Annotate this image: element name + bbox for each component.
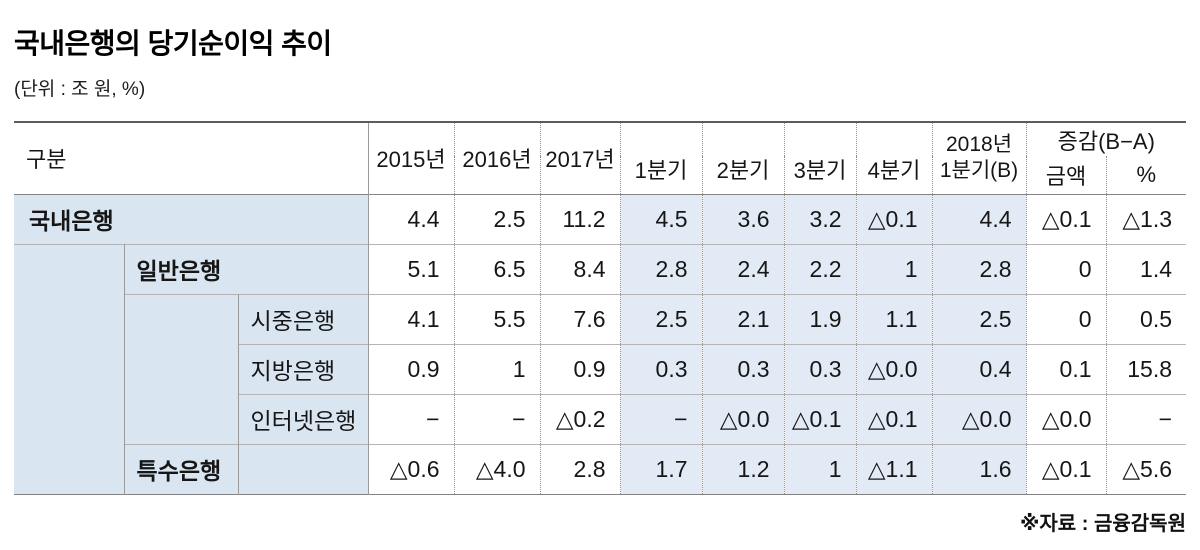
cell: 0 <box>1025 243 1107 294</box>
cell: 4.4 <box>931 193 1027 244</box>
year-2018-q1-header: 2018년 1분기(B) <box>931 122 1027 194</box>
year-2018-line2: 1분기(B) <box>939 159 1019 183</box>
indent-cell <box>238 443 369 494</box>
cell: 0.3 <box>783 343 857 394</box>
change-group-header: 증감(B−A) <box>1025 122 1187 156</box>
cell: 0.9 <box>539 343 621 394</box>
cell: 11.2 <box>539 193 621 244</box>
cell: 0.3 <box>701 343 785 394</box>
cell: − <box>453 393 541 444</box>
cell: 8.4 <box>539 243 621 294</box>
year-2015-header: 2015년 <box>367 122 455 194</box>
indent-cell <box>14 243 125 494</box>
header-row-2: 금액 % <box>14 156 1187 194</box>
cell: △0.0 <box>701 393 785 444</box>
cell: △5.6 <box>1105 443 1187 494</box>
row-label: 국내은행 <box>14 193 369 244</box>
cell: − <box>367 393 455 444</box>
cell: △0.0 <box>855 343 933 394</box>
cell: 1.6 <box>931 443 1027 494</box>
cell: 1 <box>783 443 857 494</box>
change-amount-header: 금액 <box>1025 156 1107 194</box>
cell: 1.1 <box>855 293 933 344</box>
cell: 5.1 <box>367 243 455 294</box>
cell: △0.1 <box>783 393 857 444</box>
cell: 2.1 <box>701 293 785 344</box>
cell: 15.8 <box>1105 343 1187 394</box>
cell: 0.9 <box>367 343 455 394</box>
cell: 2.8 <box>539 443 621 494</box>
cell: 2.5 <box>619 293 703 344</box>
cell: 5.5 <box>453 293 541 344</box>
cell: 2.5 <box>453 193 541 244</box>
year-2016-header: 2016년 <box>453 122 541 194</box>
cell: 7.6 <box>539 293 621 344</box>
cell: − <box>1105 393 1187 444</box>
cell: △1.3 <box>1105 193 1187 244</box>
cell: 4.1 <box>367 293 455 344</box>
cell: △4.0 <box>453 443 541 494</box>
cell: 6.5 <box>453 243 541 294</box>
row-label: 특수은행 <box>124 443 239 494</box>
cell: △0.2 <box>539 393 621 444</box>
cell: 2.2 <box>783 243 857 294</box>
cell: 3.2 <box>783 193 857 244</box>
table-row: 인터넷은행 − − △0.2 − △0.0 △0.1 △0.1 △0.0 △0.… <box>14 393 1187 444</box>
cell: 3.6 <box>701 193 785 244</box>
cell: 2.8 <box>931 243 1027 294</box>
unit-note: (단위 : 조 원, %) <box>14 79 146 100</box>
row-label: 시중은행 <box>238 293 369 344</box>
source-note: ※자료 : 금융감독원 <box>1019 512 1186 535</box>
cell: △0.1 <box>855 193 933 244</box>
table-row: 국내은행 4.4 2.5 11.2 4.5 3.6 3.2 △0.1 4.4 △… <box>14 193 1187 244</box>
cell: 4.5 <box>619 193 703 244</box>
table-row: 시중은행 4.1 5.5 7.6 2.5 2.1 1.9 1.1 2.5 0 0… <box>14 293 1187 444</box>
cell: △0.0 <box>931 393 1027 444</box>
cell: △0.0 <box>1025 393 1107 444</box>
cell: 1 <box>855 243 933 294</box>
cell: 1 <box>453 343 541 394</box>
row-label: 지방은행 <box>238 343 369 394</box>
cell: 1.4 <box>1105 243 1187 294</box>
cell: △1.1 <box>855 443 933 494</box>
year-2017-header: 2017년 <box>539 122 621 194</box>
cell: 1.2 <box>701 443 785 494</box>
cell: 1.7 <box>619 443 703 494</box>
cell: △0.6 <box>367 443 455 494</box>
cell: 1.9 <box>783 293 857 344</box>
cell: 0.3 <box>619 343 703 394</box>
quarter-1-header: 1분기 <box>619 122 703 194</box>
cell: − <box>619 393 703 444</box>
cell: 0.1 <box>1025 343 1107 394</box>
year-2018-line1: 2018년 <box>945 133 1013 156</box>
table-row: 특수은행 △0.6 △4.0 2.8 1.7 1.2 1 △1.1 1.6 △0… <box>14 443 1187 494</box>
quarter-3-header: 3분기 <box>783 122 857 194</box>
table-row: 지방은행 0.9 1 0.9 0.3 0.3 0.3 △0.0 0.4 0.1 … <box>14 343 1187 394</box>
cell: 2.5 <box>931 293 1027 344</box>
net-income-table: 구분 2015년 2016년 2017년 1분기 2분기 3분기 4분기 201… <box>14 121 1187 495</box>
category-header: 구분 <box>26 147 67 173</box>
row-label: 인터넷은행 <box>238 393 369 444</box>
cell: 0.4 <box>931 343 1027 394</box>
cell: 2.4 <box>701 243 785 294</box>
quarter-2-header: 2분기 <box>701 122 785 194</box>
cell: 0 <box>1025 293 1107 344</box>
cell: 0.5 <box>1105 293 1187 344</box>
row-label: 일반은행 <box>124 243 369 294</box>
table-row: 일반은행 5.1 6.5 8.4 2.8 2.4 2.2 1 2.8 0 1.4 <box>14 243 1187 494</box>
page-title: 국내은행의 당기순이익 추이 <box>14 28 332 59</box>
cell: △0.1 <box>1025 443 1107 494</box>
indent-cell <box>124 293 239 444</box>
cell: △0.1 <box>1025 193 1107 244</box>
quarter-4-header: 4분기 <box>855 122 933 194</box>
cell: 2.8 <box>619 243 703 294</box>
header-row-1: 구분 2015년 2016년 2017년 1분기 2분기 3분기 4분기 201… <box>14 122 1187 194</box>
cell: 4.4 <box>367 193 455 244</box>
change-percent-header: % <box>1105 156 1187 194</box>
cell: △0.1 <box>855 393 933 444</box>
